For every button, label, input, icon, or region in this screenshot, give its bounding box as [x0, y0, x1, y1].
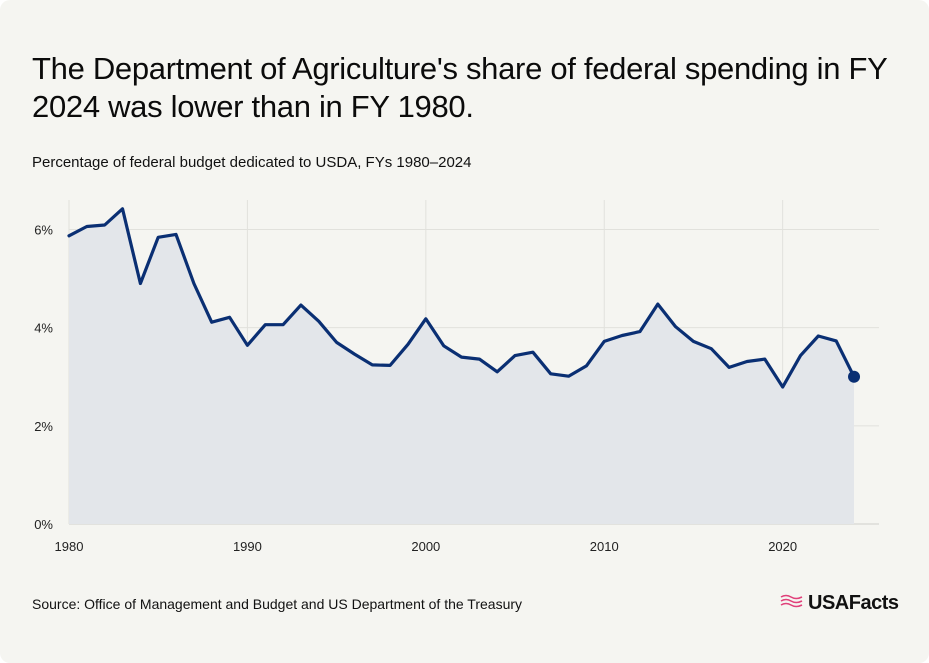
series-line [67, 207, 856, 389]
source-note: Source: Office of Management and Budget … [32, 596, 523, 612]
x-tick-label: 1990 [233, 539, 262, 554]
y-axis: 0% 2% 4% 6% [34, 222, 53, 532]
logo-text: USAFacts [808, 592, 899, 614]
y-tick-label: 4% [34, 321, 53, 336]
x-tick-label: 2000 [411, 539, 440, 554]
area-layer [69, 208, 854, 525]
usafacts-logo: USAFacts [780, 592, 899, 615]
chart-title: The Department of Agriculture's share of… [32, 51, 887, 124]
x-tick-label: 2010 [590, 539, 619, 554]
y-tick-label: 2% [34, 419, 53, 434]
flag-stripes-icon [780, 594, 804, 613]
series-area [69, 208, 854, 525]
last-point-marker [848, 370, 861, 383]
x-axis: 1980 1990 2000 2010 2020 [55, 539, 798, 554]
x-tick-label: 1980 [55, 539, 84, 554]
y-tick-label: 6% [34, 222, 53, 237]
line-layer [67, 207, 861, 389]
y-tick-label: 0% [34, 517, 53, 532]
chart-subtitle: Percentage of federal budget dedicated t… [32, 154, 472, 171]
x-tick-label: 2020 [768, 539, 797, 554]
